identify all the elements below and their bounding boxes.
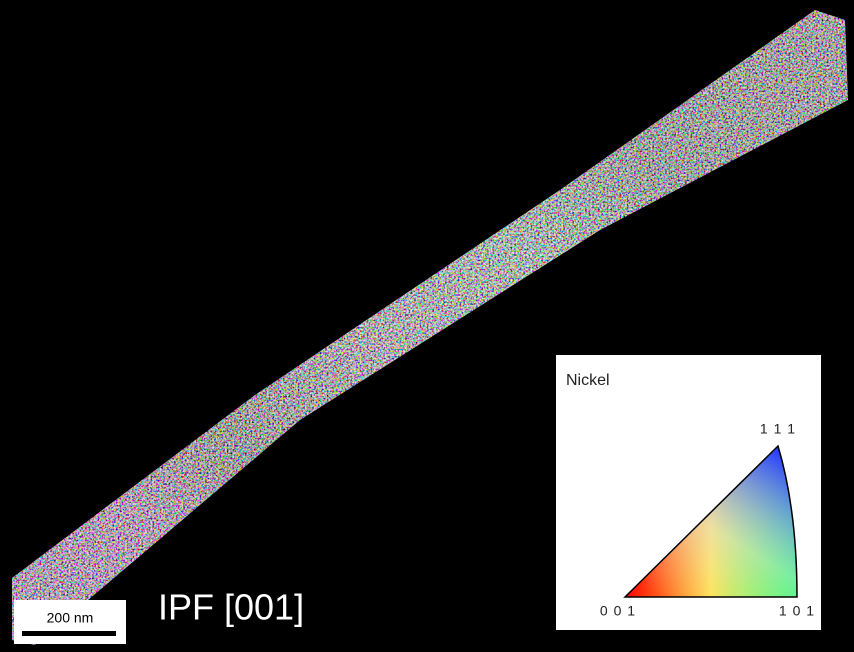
corner-label: 1 0 1 [779,603,815,619]
scale-bar [22,631,116,636]
caption: IPF [001] [158,587,304,628]
scale-bar-box [14,600,126,644]
corner-label: 0 0 1 [600,603,636,619]
scale-bar-label: 200 nm [47,610,94,626]
ipf-triangle-overlay [623,444,798,598]
legend-title: Nickel [566,372,610,389]
corner-label: 1 1 1 [760,421,796,437]
